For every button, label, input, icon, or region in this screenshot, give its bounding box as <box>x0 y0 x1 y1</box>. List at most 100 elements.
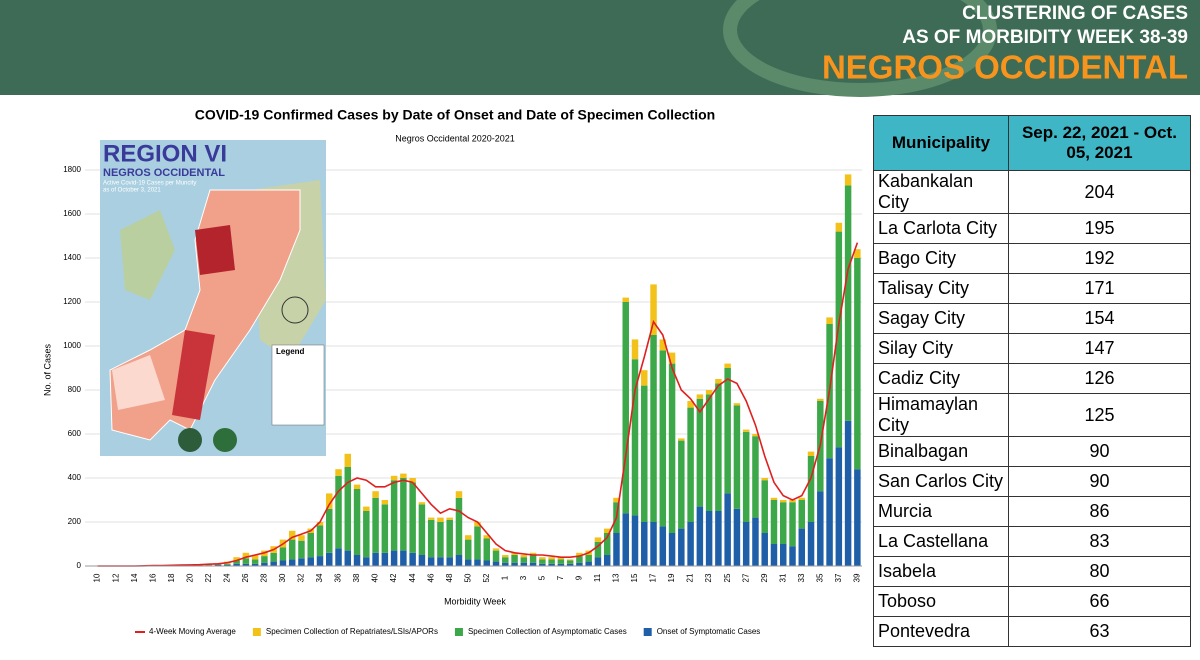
bar-segment <box>242 563 250 566</box>
bar-segment <box>288 559 296 566</box>
table-row: Sagay City 154 <box>873 303 1192 334</box>
bar-segment <box>576 552 583 557</box>
x-tick-label: 5 <box>537 575 546 580</box>
bar-segment <box>705 511 713 566</box>
bar-segment <box>668 363 676 533</box>
x-tick-label: 13 <box>612 573 621 582</box>
bar-segment <box>502 555 509 558</box>
map: Legend REGION VI NEGROS OCCIDENTAL Activ… <box>100 140 326 456</box>
bar-segment <box>464 559 472 566</box>
bar-segment <box>474 559 481 566</box>
legend: 4-Week Moving Average Specimen Collection… <box>135 627 760 636</box>
case-count: 125 <box>1007 393 1192 437</box>
x-tick-label: 52 <box>482 573 491 582</box>
bar-segment <box>427 519 435 558</box>
bar-segment <box>854 469 861 566</box>
bar-segment <box>511 552 518 555</box>
x-tick-label: 30 <box>278 573 287 582</box>
bar-segment <box>326 508 333 553</box>
x-tick-label: 3 <box>519 575 528 580</box>
x-tick-label: 14 <box>130 573 139 582</box>
case-count: 63 <box>1007 616 1192 647</box>
x-tick-label: 7 <box>556 575 565 580</box>
x-tick-label: 32 <box>297 573 306 582</box>
bar-segment <box>363 506 370 511</box>
bar-segment <box>659 339 667 351</box>
bar-segment <box>353 489 361 555</box>
bar-segment <box>335 475 342 549</box>
logo-watermark <box>723 0 997 97</box>
bar-segment <box>400 473 407 478</box>
bar-segment <box>372 552 379 566</box>
table-row: Bago City 192 <box>873 243 1192 274</box>
municipality: Cadiz City <box>873 363 1009 394</box>
bar-segment <box>780 500 787 503</box>
case-count: 90 <box>1007 466 1192 497</box>
bar-segment <box>566 563 574 566</box>
bar-segment <box>390 475 398 481</box>
municipality: Isabela <box>873 556 1009 587</box>
case-count: 66 <box>1007 586 1192 617</box>
bar-segment <box>789 502 796 547</box>
bar-segment <box>668 352 676 364</box>
bar-segment <box>659 526 667 566</box>
bar-segment <box>622 302 629 514</box>
table-row: Murcia 86 <box>873 496 1192 527</box>
y-tick-label: 1200 <box>63 297 81 306</box>
bar-segment <box>733 508 741 566</box>
x-tick-label: 34 <box>315 573 324 582</box>
bar-segment <box>576 556 583 563</box>
bar-segment <box>631 339 639 360</box>
bar-segment <box>631 359 639 516</box>
bar-segment <box>224 563 231 565</box>
bar-segment <box>372 497 379 553</box>
bar-segment <box>557 563 565 566</box>
bar-segment <box>687 522 694 566</box>
x-tick-label: 29 <box>760 573 769 582</box>
table-row: San Carlos City 90 <box>873 466 1192 497</box>
x-tick-label: 38 <box>352 573 361 582</box>
x-tick-label: 15 <box>630 573 639 582</box>
bar-segment <box>566 559 574 561</box>
bar-segment <box>724 368 731 494</box>
bar-segment <box>770 500 778 544</box>
map-area <box>195 225 235 275</box>
bar-segment <box>464 539 472 560</box>
bar-segment <box>548 557 555 560</box>
bar-segment <box>539 563 546 566</box>
bar-segment <box>492 548 500 551</box>
bar-segment <box>613 533 620 566</box>
bar-segment <box>233 563 240 566</box>
map-land <box>120 210 175 300</box>
bar-segment <box>807 451 815 456</box>
bar-segment <box>742 522 750 566</box>
bar-segment <box>381 552 389 566</box>
x-tick-label: 18 <box>167 573 176 582</box>
legend-label: Specimen Collection of Repatriates/LSIs/… <box>266 627 438 636</box>
header-band <box>0 0 1200 95</box>
map-area <box>112 355 165 410</box>
case-count: 90 <box>1007 436 1192 467</box>
bar-segment <box>326 493 333 509</box>
bar-segment <box>298 558 305 566</box>
table-row: Toboso 66 <box>873 586 1192 617</box>
bar-segment <box>817 491 824 566</box>
bar-segment <box>724 363 731 368</box>
x-tick-label: 33 <box>797 573 806 582</box>
case-count: 83 <box>1007 526 1192 557</box>
x-axis-label: Morbidity Week <box>444 596 506 606</box>
case-count: 80 <box>1007 556 1192 587</box>
map-legend-box <box>271 344 325 426</box>
x-tick-label: 36 <box>334 573 343 582</box>
bar-segment <box>733 403 741 406</box>
bar-segment <box>279 547 287 561</box>
bar-segment <box>742 431 750 522</box>
x-tick-label: 50 <box>463 573 472 582</box>
bar-segment <box>363 557 370 566</box>
x-tick-label: 1 <box>500 575 509 580</box>
header-line: CLUSTERING OF CASES <box>962 3 1188 24</box>
bar-segment <box>520 555 528 558</box>
case-count: 192 <box>1007 243 1192 274</box>
